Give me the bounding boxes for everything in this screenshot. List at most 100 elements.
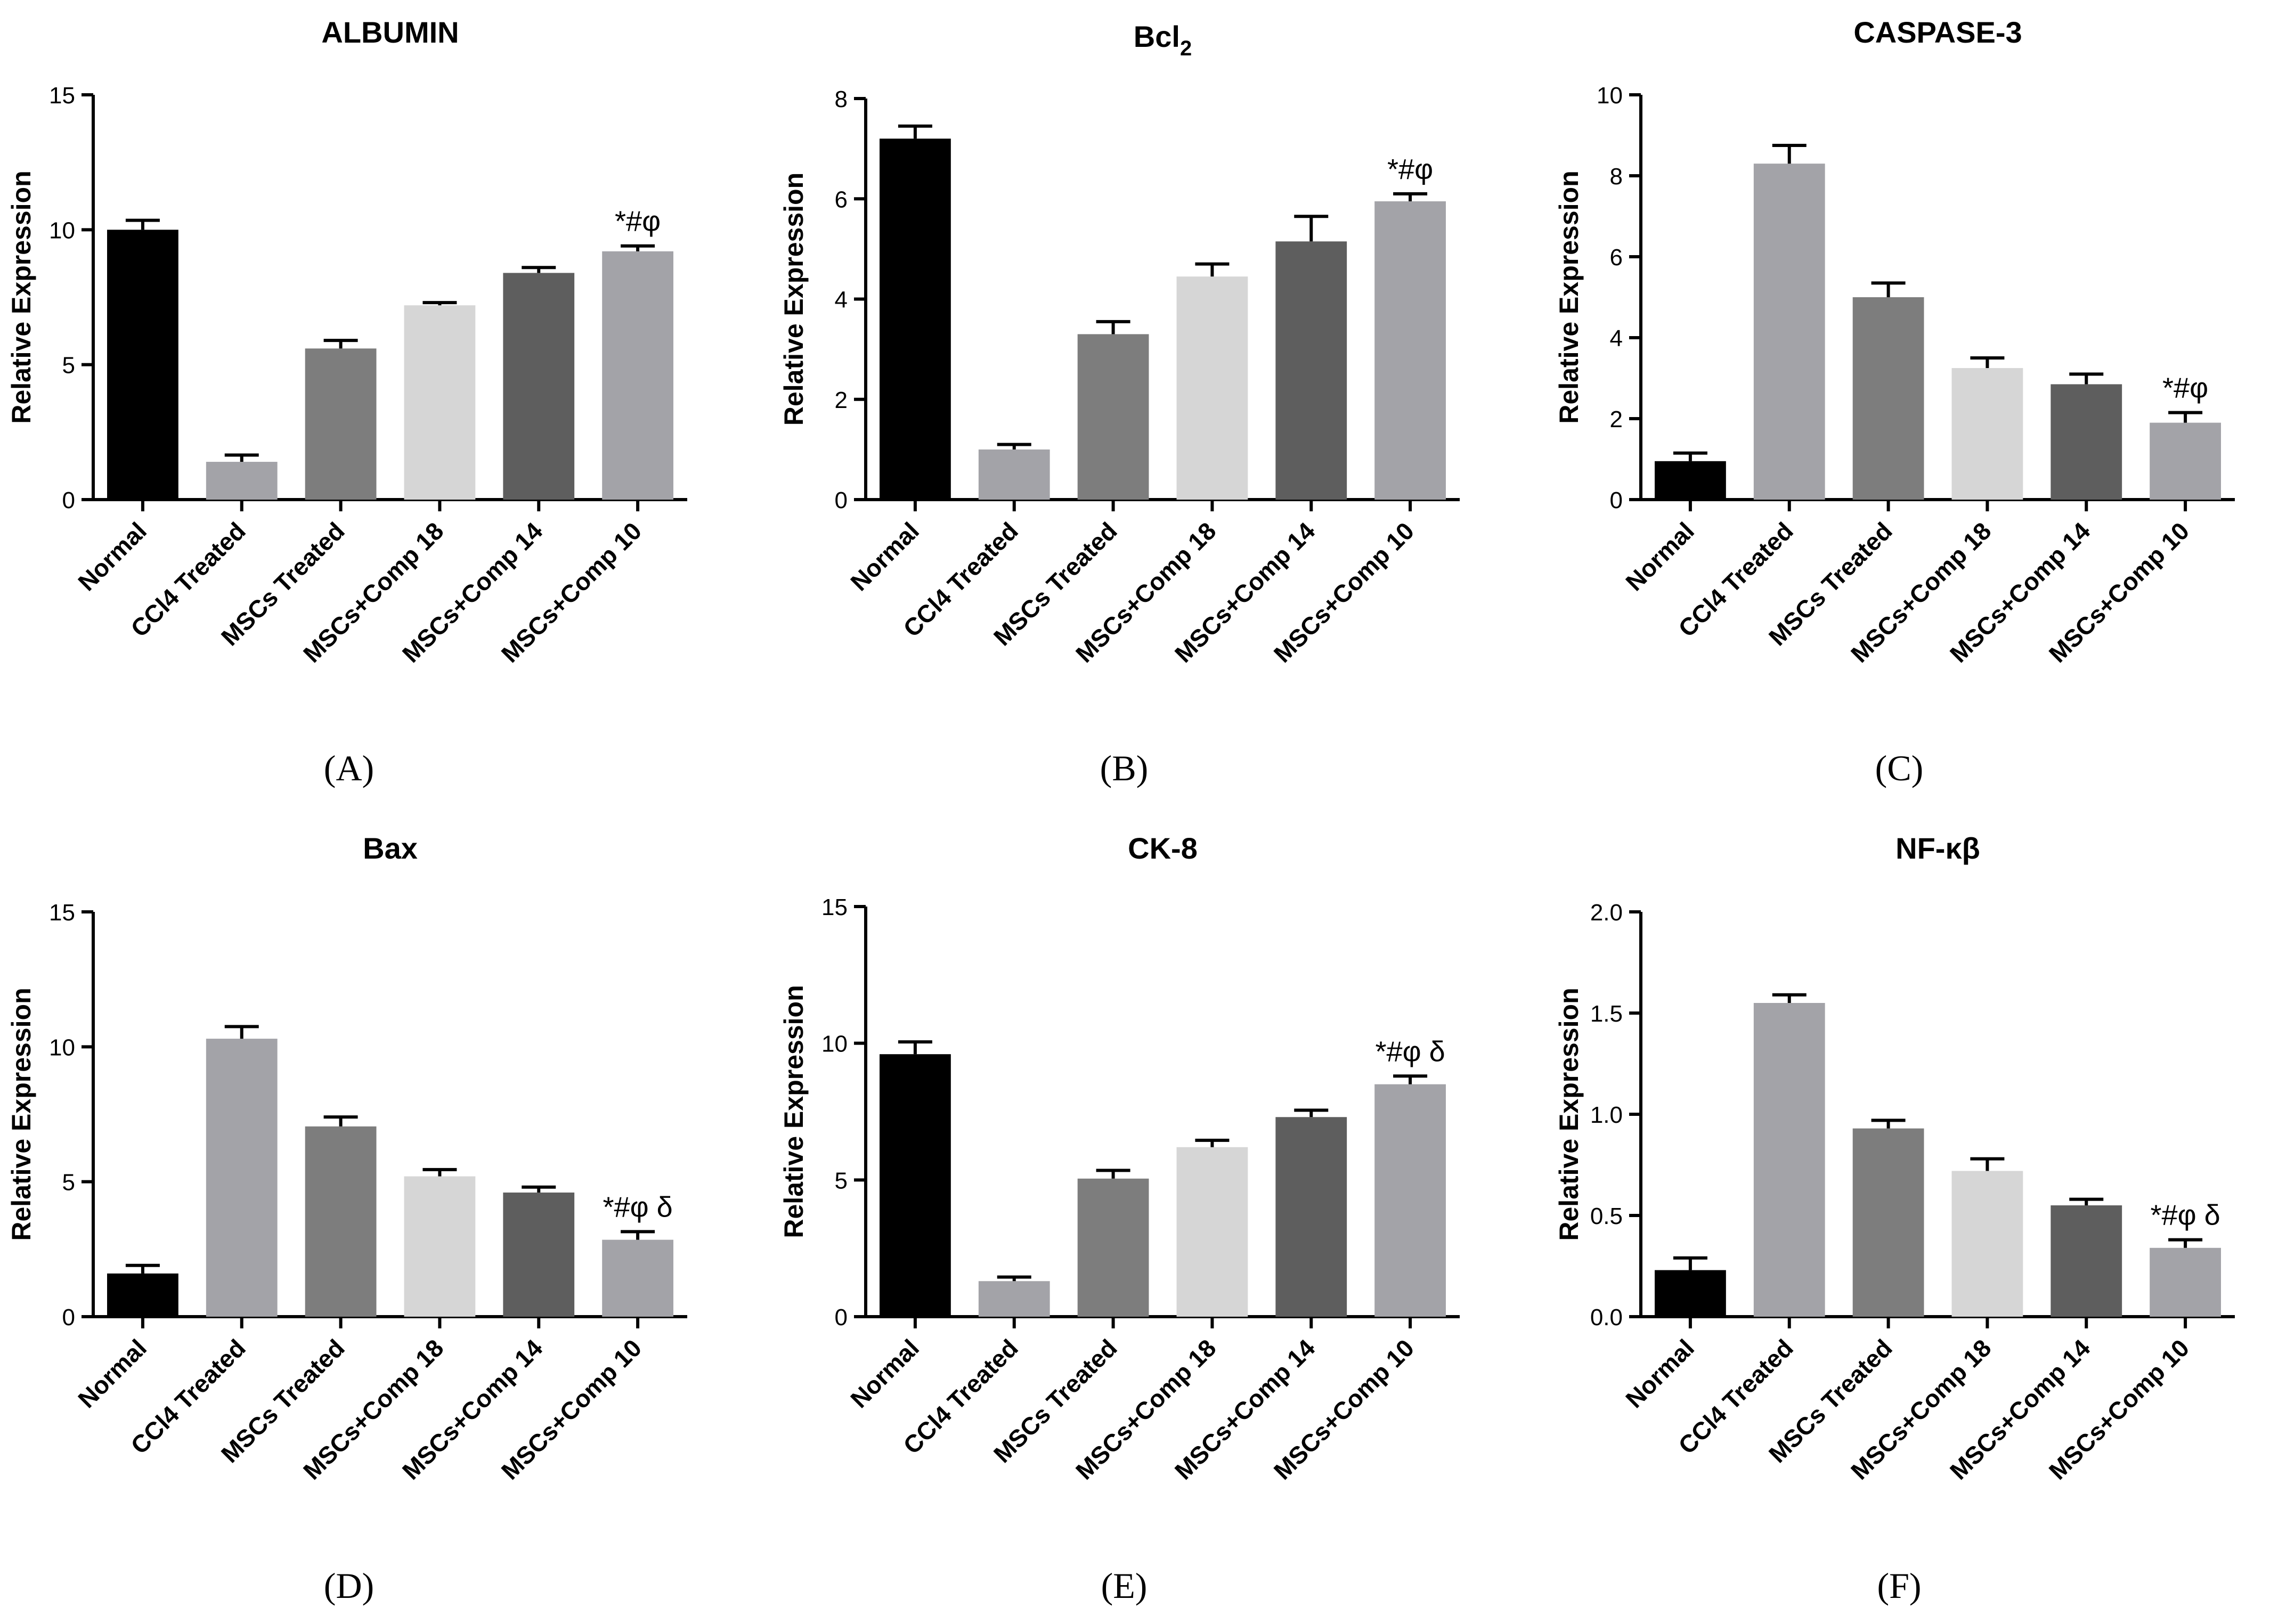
y-tick-label: 1.0: [1590, 1102, 1623, 1128]
y-tick-label: 10: [49, 217, 75, 243]
significance-annotation: *#φ: [1387, 153, 1433, 185]
y-tick-label: 6: [835, 186, 848, 213]
chart-title-main: CK-8: [1128, 831, 1198, 865]
category-label: Normal: [72, 517, 152, 596]
y-tick-label: 15: [821, 894, 848, 920]
bar-3: [305, 1126, 377, 1317]
chart-panel-f: NF-κβ Relative Expression 0.0 0.5 1.0 1.5 2.0 N…: [1554, 831, 2235, 1606]
panel-letter: (E): [1101, 1565, 1148, 1606]
significance-annotation: *#φ δ: [603, 1191, 673, 1223]
bar-1: [1655, 1270, 1726, 1317]
y-axis-label: Relative Expression: [1554, 170, 1584, 423]
y-axis-label: Relative Expression: [779, 173, 809, 426]
y-tick-label: 10: [1597, 83, 1623, 109]
bar-1: [107, 230, 178, 500]
y-axis-label: Relative Expression: [6, 988, 36, 1241]
panel-letter: (F): [1877, 1565, 1921, 1606]
y-tick-label: 6: [1610, 244, 1623, 271]
y-tick-label: 5: [835, 1168, 848, 1194]
bar-4: [1951, 1171, 2023, 1317]
bar-6: [602, 1239, 673, 1317]
bar-1: [1655, 461, 1726, 500]
bar-2: [206, 1039, 278, 1317]
bar-6: [602, 251, 673, 500]
y-tick-label: 0: [1610, 487, 1623, 513]
y-tick-label: 8: [1610, 164, 1623, 190]
y-tick-label: 0.5: [1590, 1203, 1623, 1229]
bar-2: [978, 449, 1050, 500]
bar-6: [2150, 422, 2221, 500]
bar-2: [1753, 164, 1825, 500]
bar-3: [1077, 1178, 1149, 1317]
chart-title-main: NF-κβ: [1895, 831, 1980, 865]
y-tick-label: 4: [1610, 325, 1623, 352]
bar-2: [978, 1281, 1050, 1317]
y-tick-label: 10: [821, 1031, 848, 1057]
bar-4: [404, 305, 476, 500]
y-tick-label: 2.0: [1590, 900, 1623, 926]
bar-6: [1374, 201, 1446, 500]
bar-3: [1077, 334, 1149, 500]
bar-5: [1275, 1117, 1347, 1317]
chart-title: NF-κβ: [1895, 831, 1980, 865]
chart-title: CK-8: [1128, 831, 1198, 865]
y-axis-label: Relative Expression: [779, 985, 809, 1238]
bar-4: [404, 1176, 476, 1317]
bar-5: [503, 273, 575, 500]
bar-4: [1176, 1147, 1248, 1317]
y-tick-label: 0: [835, 487, 848, 513]
chart-title-subscript: 2: [1180, 37, 1192, 60]
y-tick-label: 2: [1610, 406, 1623, 432]
significance-annotation: *#φ δ: [2151, 1199, 2220, 1231]
category-label: Normal: [1620, 1334, 1699, 1413]
y-tick-label: 10: [49, 1034, 75, 1060]
category-label: Normal: [1620, 517, 1699, 596]
y-tick-label: 8: [835, 86, 848, 112]
bar-5: [2051, 384, 2122, 500]
chart-panel-c: CASPASE-3 Relative Expression 0 2 4 6 8 10 Norma…: [1554, 15, 2235, 788]
panel-letter: (D): [324, 1565, 374, 1606]
bar-1: [880, 1054, 951, 1317]
y-tick-label: 1.5: [1590, 1001, 1623, 1027]
chart-title: ALBUMIN: [321, 15, 459, 49]
chart-title: Bcl2: [1134, 20, 1192, 60]
chart-title-main: CASPASE-3: [1853, 15, 2022, 49]
chart-title-main: Bax: [363, 831, 418, 865]
bar-5: [2051, 1205, 2122, 1317]
category-label: Normal: [72, 1334, 152, 1413]
y-tick-label: 15: [49, 900, 75, 926]
y-tick-label: 4: [835, 287, 848, 313]
panel-letter: (A): [324, 748, 374, 788]
bar-6: [2150, 1247, 2221, 1317]
chart-title: CASPASE-3: [1853, 15, 2022, 49]
bar-3: [1852, 1128, 1924, 1317]
y-tick-label: 15: [49, 83, 75, 109]
bar-5: [1275, 241, 1347, 500]
y-axis-label: Relative Expression: [6, 170, 36, 423]
y-tick-label: 5: [62, 1170, 75, 1196]
bar-4: [1951, 368, 2023, 500]
bar-2: [1753, 1003, 1825, 1317]
significance-annotation: *#φ: [615, 206, 661, 238]
y-tick-label: 0: [835, 1304, 848, 1331]
significance-annotation: *#φ δ: [1376, 1035, 1445, 1067]
y-tick-label: 5: [62, 353, 75, 379]
chart-title-main: Bcl: [1134, 20, 1180, 53]
bar-3: [1852, 297, 1924, 500]
category-label: Normal: [845, 517, 924, 596]
panel-letter: (C): [1875, 748, 1924, 788]
bar-5: [503, 1192, 575, 1317]
chart-title: Bax: [363, 831, 418, 865]
y-tick-label: 0: [62, 1304, 75, 1331]
y-axis-label: Relative Expression: [1554, 988, 1584, 1241]
bar-6: [1374, 1084, 1446, 1317]
y-tick-label: 2: [835, 387, 848, 413]
chart-title-main: ALBUMIN: [321, 15, 459, 49]
significance-annotation: *#φ: [2162, 372, 2208, 404]
y-tick-label: 0.0: [1590, 1304, 1623, 1331]
panel-letter: (B): [1100, 748, 1149, 788]
